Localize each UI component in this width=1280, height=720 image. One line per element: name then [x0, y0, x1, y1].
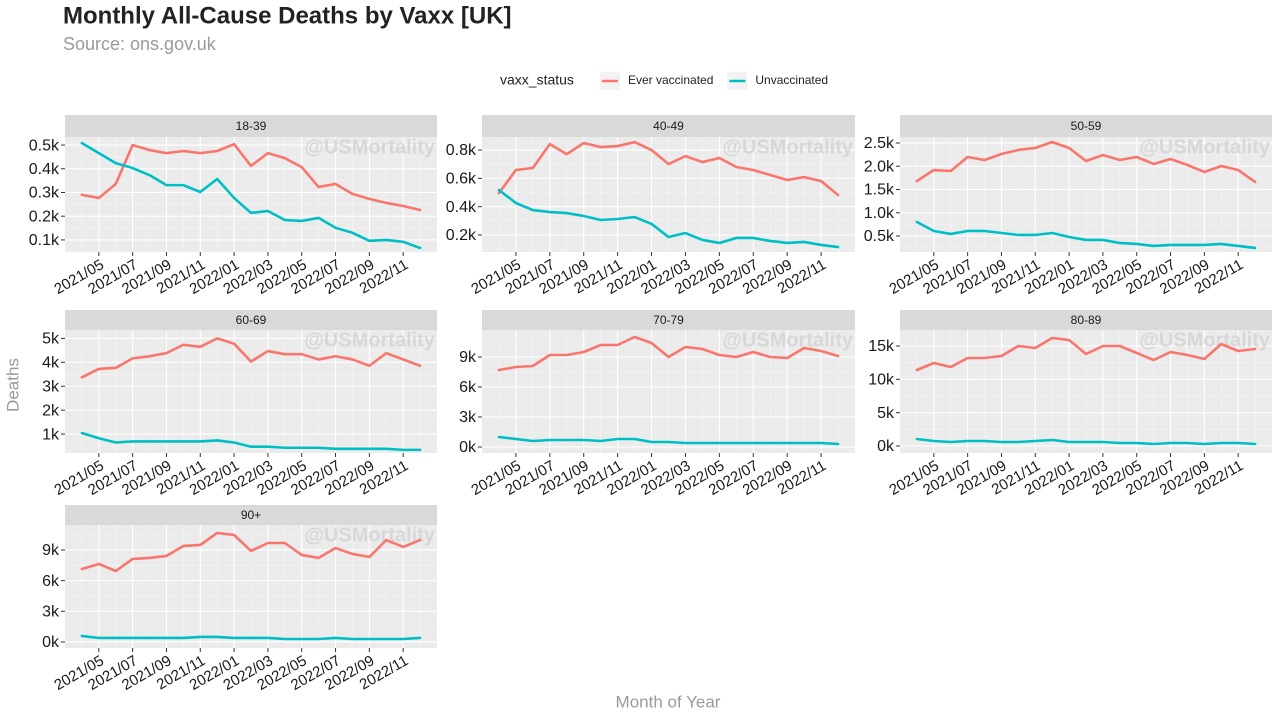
y-tick-label: 0k — [877, 438, 895, 455]
y-tick-label: 5k — [42, 331, 60, 348]
y-tick-label: 1.0k — [864, 205, 895, 222]
series-line — [497, 335, 840, 372]
chart-title: Monthly All-Cause Deaths by Vaxx [UK] — [63, 2, 512, 29]
watermark: @USMortality — [722, 329, 854, 351]
y-tick-label: 15k — [868, 338, 895, 355]
facet-title: 40-49 — [653, 119, 684, 133]
y-tick-label: 1.5k — [864, 182, 895, 199]
legend-title: vaxx_status — [500, 72, 574, 88]
series-line — [80, 634, 422, 641]
y-tick-label: 3k — [42, 604, 60, 621]
facet-panel: 40-492021/052021/072021/092021/112022/01… — [446, 115, 855, 298]
y-tick-label: 6k — [42, 573, 60, 590]
facet-strip — [482, 115, 855, 137]
y-tick-label: 3k — [42, 378, 60, 395]
watermark: @USMortality — [1139, 136, 1271, 158]
series-line — [80, 141, 422, 250]
facet-title: 50-59 — [1071, 119, 1102, 133]
watermark: @USMortality — [304, 329, 436, 351]
series-line — [80, 531, 422, 573]
y-tick-label: 2.0k — [864, 158, 895, 175]
y-tick-label: 0.5k — [864, 228, 895, 245]
series-line — [497, 140, 840, 197]
facet-panel: 90+2021/052021/072021/092021/112022/0120… — [42, 505, 437, 694]
y-tick-label: 0k — [459, 439, 477, 456]
legend: Ever vaccinated Unvaccinated — [600, 72, 828, 90]
series-line — [80, 431, 422, 452]
y-tick-label: 0.4k — [446, 199, 477, 216]
facet-strip — [65, 115, 437, 137]
watermark: @USMortality — [304, 524, 436, 546]
y-tick-label: 9k — [42, 542, 60, 559]
facet-title: 80-89 — [1071, 313, 1102, 327]
series-line — [497, 188, 840, 249]
x-axis-label: Month of Year — [616, 692, 721, 711]
facet-strip — [900, 115, 1272, 137]
facet-title: 90+ — [241, 508, 261, 522]
facet-strip — [482, 310, 855, 330]
facet-panel: 60-692021/052021/072021/092021/112022/01… — [42, 310, 437, 499]
series-line — [80, 142, 422, 212]
watermark: @USMortality — [304, 136, 436, 158]
y-tick-label: 0.4k — [29, 161, 60, 178]
series-line — [915, 220, 1257, 250]
series-line — [915, 336, 1257, 372]
y-tick-label: 6k — [459, 379, 477, 396]
y-tick-label: 0.6k — [446, 171, 477, 188]
facet-title: 60-69 — [236, 313, 267, 327]
y-axis-label: Deaths — [3, 358, 22, 412]
facet-title: 18-39 — [236, 119, 267, 133]
facet-panel: 18-392021/052021/072021/092021/112022/01… — [29, 115, 437, 298]
y-tick-label: 0.3k — [29, 185, 60, 202]
y-tick-label: 0.2k — [29, 208, 60, 225]
y-tick-label: 2.5k — [864, 135, 895, 152]
watermark: @USMortality — [1139, 329, 1271, 351]
y-tick-label: 0.5k — [29, 137, 60, 154]
y-tick-label: 1k — [42, 426, 60, 443]
facet-strip — [65, 505, 437, 525]
y-tick-label: 9k — [459, 349, 477, 366]
facet-strip — [900, 310, 1272, 330]
y-tick-label: 0k — [42, 634, 60, 651]
legend-label: Ever vaccinated — [628, 73, 713, 87]
legend-label: Unvaccinated — [755, 73, 828, 87]
y-tick-label: 3k — [459, 409, 477, 426]
series-line — [915, 140, 1257, 184]
facet-panel: 70-792021/052021/072021/092021/112022/01… — [459, 310, 855, 499]
series-line — [80, 337, 422, 379]
watermark: @USMortality — [722, 136, 854, 158]
chart-subtitle: Source: ons.gov.uk — [63, 34, 217, 54]
y-tick-label: 10k — [868, 372, 895, 389]
y-tick-label: 0.1k — [29, 232, 60, 249]
y-tick-label: 0.8k — [446, 142, 477, 159]
series-line — [497, 435, 840, 446]
facet-title: 70-79 — [653, 313, 684, 327]
y-tick-label: 0.2k — [446, 227, 477, 244]
y-tick-label: 2k — [42, 402, 60, 419]
y-tick-label: 4k — [42, 355, 60, 372]
series-line — [915, 437, 1257, 446]
facet-panel: 80-892021/052021/072021/092021/112022/01… — [868, 310, 1272, 499]
facet-strip — [65, 310, 437, 330]
facet-panel: 50-592021/052021/072021/092021/112022/01… — [864, 115, 1272, 298]
y-tick-label: 5k — [877, 405, 895, 422]
